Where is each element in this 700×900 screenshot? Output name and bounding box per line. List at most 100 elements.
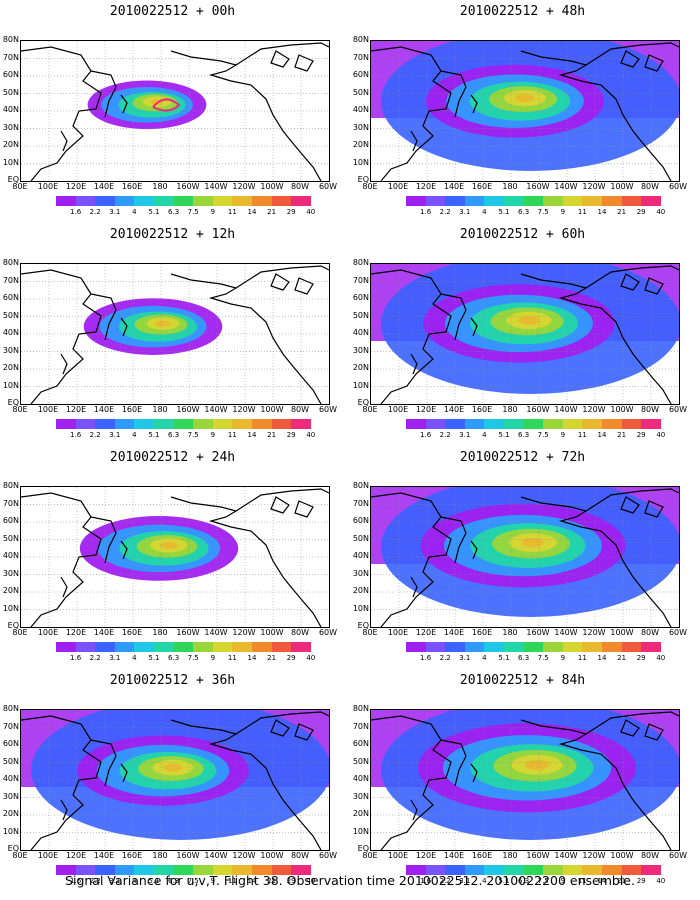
colorbar-swatch — [523, 419, 544, 429]
colorbar-label: 5.1 — [498, 208, 510, 216]
colorbar-label: 29 — [286, 654, 296, 662]
colorbar-label: 11 — [227, 877, 237, 885]
colorbar-label: 14 — [247, 431, 257, 439]
colorbar-swatch — [173, 642, 194, 652]
longitude-label: 100E — [37, 628, 59, 637]
latitude-label: 20N — [352, 140, 369, 149]
colorbar-label: 40 — [656, 208, 666, 216]
longitude-label: 80E — [362, 405, 378, 414]
colorbar-swatch — [114, 642, 135, 652]
colorbar-label: 11 — [577, 431, 587, 439]
panel-title: 2010022512 + 60h — [459, 227, 586, 242]
longitude-label: 100W — [260, 182, 284, 191]
longitude-label: 140E — [443, 851, 465, 860]
longitude-label: 180 — [502, 851, 518, 860]
longitude-label: 80W — [640, 182, 660, 191]
latitude-label: 50N — [352, 533, 369, 543]
longitude-label: 160E — [471, 405, 493, 414]
latitude-label: 10N — [352, 826, 369, 836]
colorbar-swatch — [523, 196, 544, 206]
latitude-label: 60N — [2, 293, 19, 302]
longitude-label: 120W — [232, 405, 256, 414]
latitude-label: EQ — [357, 398, 369, 407]
colorbar-label: 5.1 — [148, 654, 160, 662]
colorbar — [56, 642, 311, 652]
longitude-label: 160E — [121, 628, 143, 637]
latitude-label: 70N — [352, 498, 369, 508]
colorbar-swatch — [484, 419, 504, 429]
colorbar-label: 6.3 — [168, 208, 180, 216]
colorbar-swatch — [406, 419, 426, 429]
colorbar-label: 7.5 — [537, 208, 549, 216]
colorbar-swatch — [621, 865, 642, 875]
colorbar-swatch — [251, 419, 272, 429]
latitude-label: 50N — [352, 87, 369, 97]
colorbar-label: 3.1 — [459, 431, 471, 439]
latitude-label: 10N — [352, 157, 369, 167]
colorbar-label: 9 — [560, 654, 566, 662]
panel-title: 2010022512 + 12h — [109, 227, 236, 242]
map-area — [20, 40, 330, 182]
map-panel: 2010022512 + 00h 80N 70N 60N 50N 40N 30N 20N 10N… — [0, 0, 345, 220]
longitude-label: 60W — [318, 405, 338, 414]
latitude-label: 20N — [2, 363, 19, 372]
latitude-label: 30N — [2, 568, 19, 578]
colorbar-label: 11 — [577, 654, 587, 662]
colorbar-label: 2.2 — [89, 431, 101, 439]
variance-field — [371, 710, 679, 840]
panel-title: 2010022512 + 36h — [109, 673, 236, 688]
latitude-label: 80N — [2, 481, 19, 490]
map-area — [20, 263, 330, 405]
longitude-label: 140E — [93, 628, 115, 637]
colorbar-swatch — [621, 642, 642, 652]
colorbar-swatch — [153, 642, 174, 652]
latitude-label: EQ — [357, 844, 369, 853]
colorbar-swatch — [95, 642, 115, 652]
longitude-label: 80E — [12, 851, 28, 860]
colorbar-swatch — [406, 865, 426, 875]
colorbar-label: 4 — [482, 431, 487, 439]
colorbar-label: 5.1 — [148, 877, 160, 885]
colorbar-swatch — [543, 642, 563, 652]
colorbar-label: 2.2 — [439, 654, 451, 662]
latitude-label: EQ — [357, 175, 369, 184]
longitude-label: 100W — [610, 851, 634, 860]
longitude-label: 180 — [152, 851, 168, 860]
latitude-label: 20N — [2, 140, 19, 149]
colorbar-label: 2.2 — [89, 654, 101, 662]
longitude-label: 120W — [232, 182, 256, 191]
colorbar-swatch — [484, 196, 504, 206]
colorbar-swatch — [543, 419, 563, 429]
longitude-label: 60W — [318, 182, 338, 191]
latitude-label: 20N — [352, 809, 369, 818]
latitude-label: EQ — [7, 175, 19, 184]
latitude-label: 30N — [352, 122, 369, 132]
longitude-label: 160E — [121, 851, 143, 860]
latitude-label: 50N — [2, 533, 19, 543]
longitude-label: 140W — [204, 182, 228, 191]
colorbar-swatch — [425, 196, 446, 206]
colorbar-swatch — [562, 419, 583, 429]
latitude-label: 70N — [2, 275, 19, 285]
longitude-label: 60W — [668, 851, 688, 860]
latitude-label: 10N — [352, 380, 369, 390]
colorbar-swatch — [271, 642, 292, 652]
latitude-label: 30N — [352, 791, 369, 801]
colorbar-swatch — [641, 865, 661, 875]
variance-map — [21, 264, 329, 404]
colorbar-label: 40 — [306, 877, 316, 885]
longitude-label: 160E — [121, 405, 143, 414]
colorbar-swatch — [193, 642, 213, 652]
colorbar-label: 4 — [132, 431, 137, 439]
latitude-label: 40N — [2, 105, 19, 114]
colorbar-label: 21 — [617, 431, 627, 439]
colorbar-swatch — [582, 642, 602, 652]
longitude-label: 100E — [37, 405, 59, 414]
colorbar-swatch — [291, 419, 311, 429]
colorbar-label: 7.5 — [187, 654, 199, 662]
colorbar-label: 7.5 — [537, 654, 549, 662]
colorbar-label: 1.6 — [420, 877, 432, 885]
longitude-label: 160E — [471, 628, 493, 637]
longitude-label: 80W — [290, 851, 310, 860]
variance-field — [87, 80, 207, 130]
